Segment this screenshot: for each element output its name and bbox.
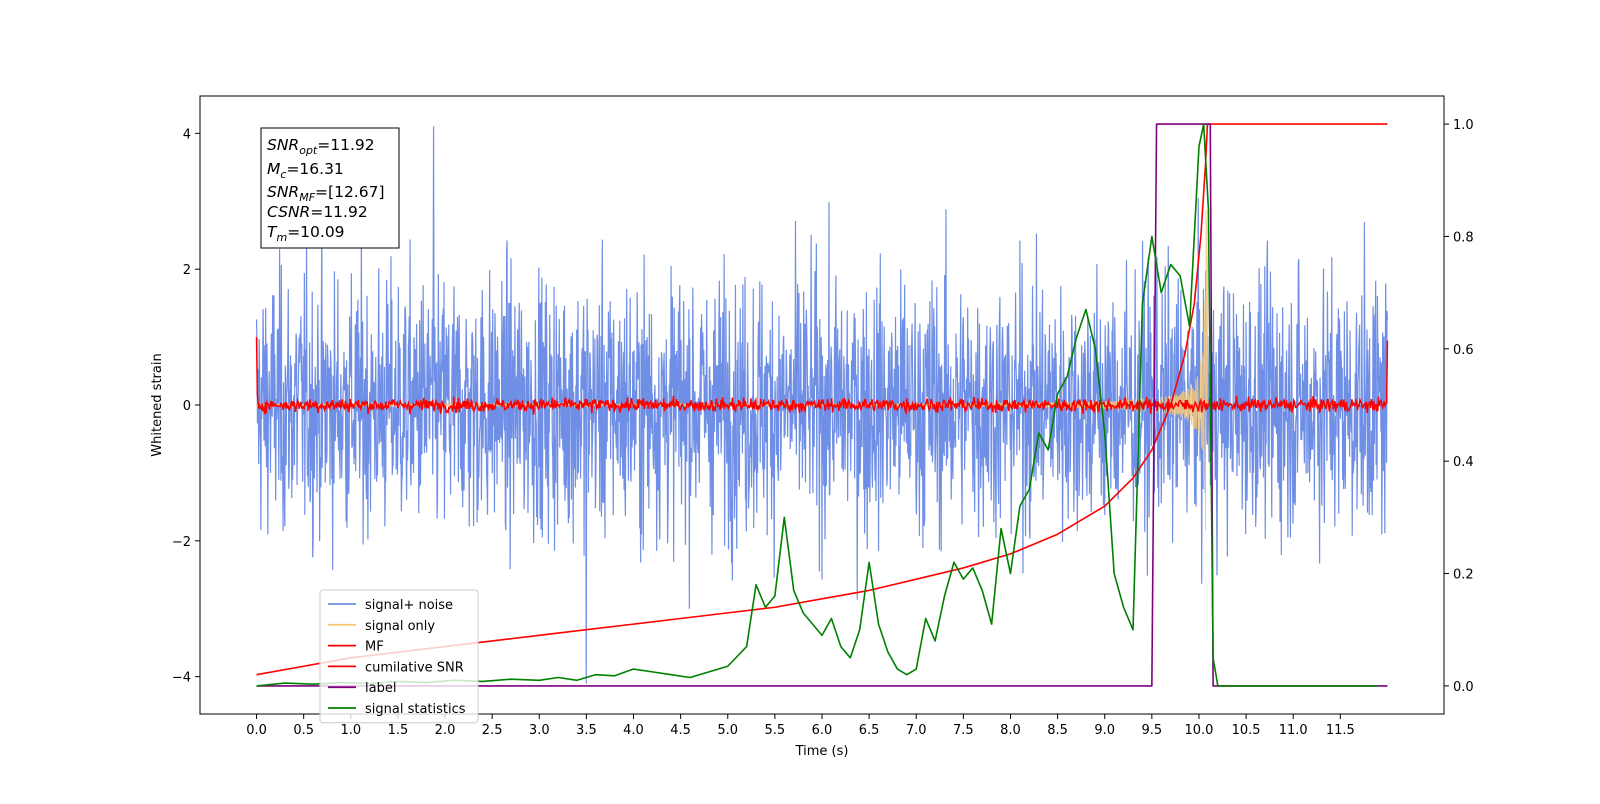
series-mf-line [255, 337, 1389, 416]
y-right-tick-label: 0.4 [1453, 455, 1474, 470]
x-tick-label: 9.5 [1142, 723, 1163, 738]
annotation-csnr: CSNR=11.92 [267, 203, 368, 221]
x-tick-label: 3.0 [529, 723, 550, 738]
y-tick-label: −2 [172, 535, 191, 550]
x-tick-label: 2.5 [482, 723, 503, 738]
annotation-snr-mf: SNRMF=[12.67] [267, 183, 385, 204]
legend-label: MF [365, 640, 384, 655]
x-tick-label: 1.0 [340, 723, 361, 738]
y-axis-left: −4 −2 0 2 4 [172, 127, 200, 686]
legend: signal+ noise signal only MF cumilative SNR… [319, 589, 479, 724]
x-tick-label: 5.0 [717, 723, 738, 738]
x-tick-label: 7.5 [953, 723, 974, 738]
x-tick-label: 11.0 [1279, 723, 1308, 738]
legend-label: signal only [365, 619, 435, 634]
x-axis: 0.0 0.5 1.0 1.5 2.0 2.5 3.0 3.5 4.0 4.5 5.0 5.5 6.0 6… [246, 714, 1355, 738]
y-axis-right: 0.0 0.2 0.4 0.6 0.8 1.0 [1444, 118, 1474, 695]
x-tick-label: 3.5 [576, 723, 597, 738]
x-tick-label: 7.0 [906, 723, 927, 738]
x-tick-label: 0.5 [293, 723, 314, 738]
legend-label: signal+ noise [365, 598, 453, 613]
annotation-snr-opt: SNRopt=11.92 [267, 136, 375, 157]
x-tick-label: 4.5 [670, 723, 691, 738]
y-right-tick-label: 0.6 [1453, 343, 1474, 358]
legend-frame [319, 589, 479, 724]
x-tick-label: 11.5 [1326, 723, 1355, 738]
x-tick-label: 2.0 [435, 723, 456, 738]
y-tick-label: 2 [183, 263, 191, 278]
y-tick-label: −4 [172, 671, 191, 686]
x-tick-label: 8.5 [1047, 723, 1068, 738]
series-signal-statistics-line [256, 123, 1379, 687]
x-tick-label: 9.0 [1094, 723, 1115, 738]
x-axis-label: Time (s) [795, 744, 849, 759]
series-cumulative-snr-line [256, 123, 1388, 676]
y-tick-label: 0 [183, 399, 191, 414]
x-tick-label: 6.5 [859, 723, 880, 738]
y-right-tick-label: 1.0 [1453, 118, 1474, 133]
y-right-tick-label: 0.8 [1453, 230, 1474, 245]
x-tick-label: 5.5 [765, 723, 786, 738]
y-tick-label: 4 [183, 127, 191, 142]
x-tick-label: 10.5 [1232, 723, 1261, 738]
annotation-frame [260, 127, 400, 249]
x-tick-label: 6.0 [812, 723, 833, 738]
annotation-box: SNRopt=11.92 Mc=16.31 SNRMF=[12.67] CSNR… [260, 127, 400, 249]
y-right-tick-label: 0.0 [1453, 680, 1474, 695]
x-tick-label: 10.0 [1184, 723, 1213, 738]
x-tick-label: 0.0 [246, 723, 267, 738]
y-axis-label: Whitened strain [150, 353, 165, 456]
y-right-tick-label: 0.2 [1453, 568, 1474, 583]
series-signal-noise-line [255, 126, 1389, 684]
legend-label: cumilative SNR [365, 660, 464, 675]
legend-label: label [365, 681, 396, 696]
legend-label: signal statistics [365, 702, 466, 717]
x-tick-label: 8.0 [1000, 723, 1021, 738]
x-tick-label: 4.0 [623, 723, 644, 738]
plot-area [255, 123, 1389, 687]
x-tick-label: 1.5 [388, 723, 409, 738]
annotation-tm: Tm=10.09 [267, 223, 345, 244]
annotation-mc: Mc=16.31 [267, 160, 344, 181]
